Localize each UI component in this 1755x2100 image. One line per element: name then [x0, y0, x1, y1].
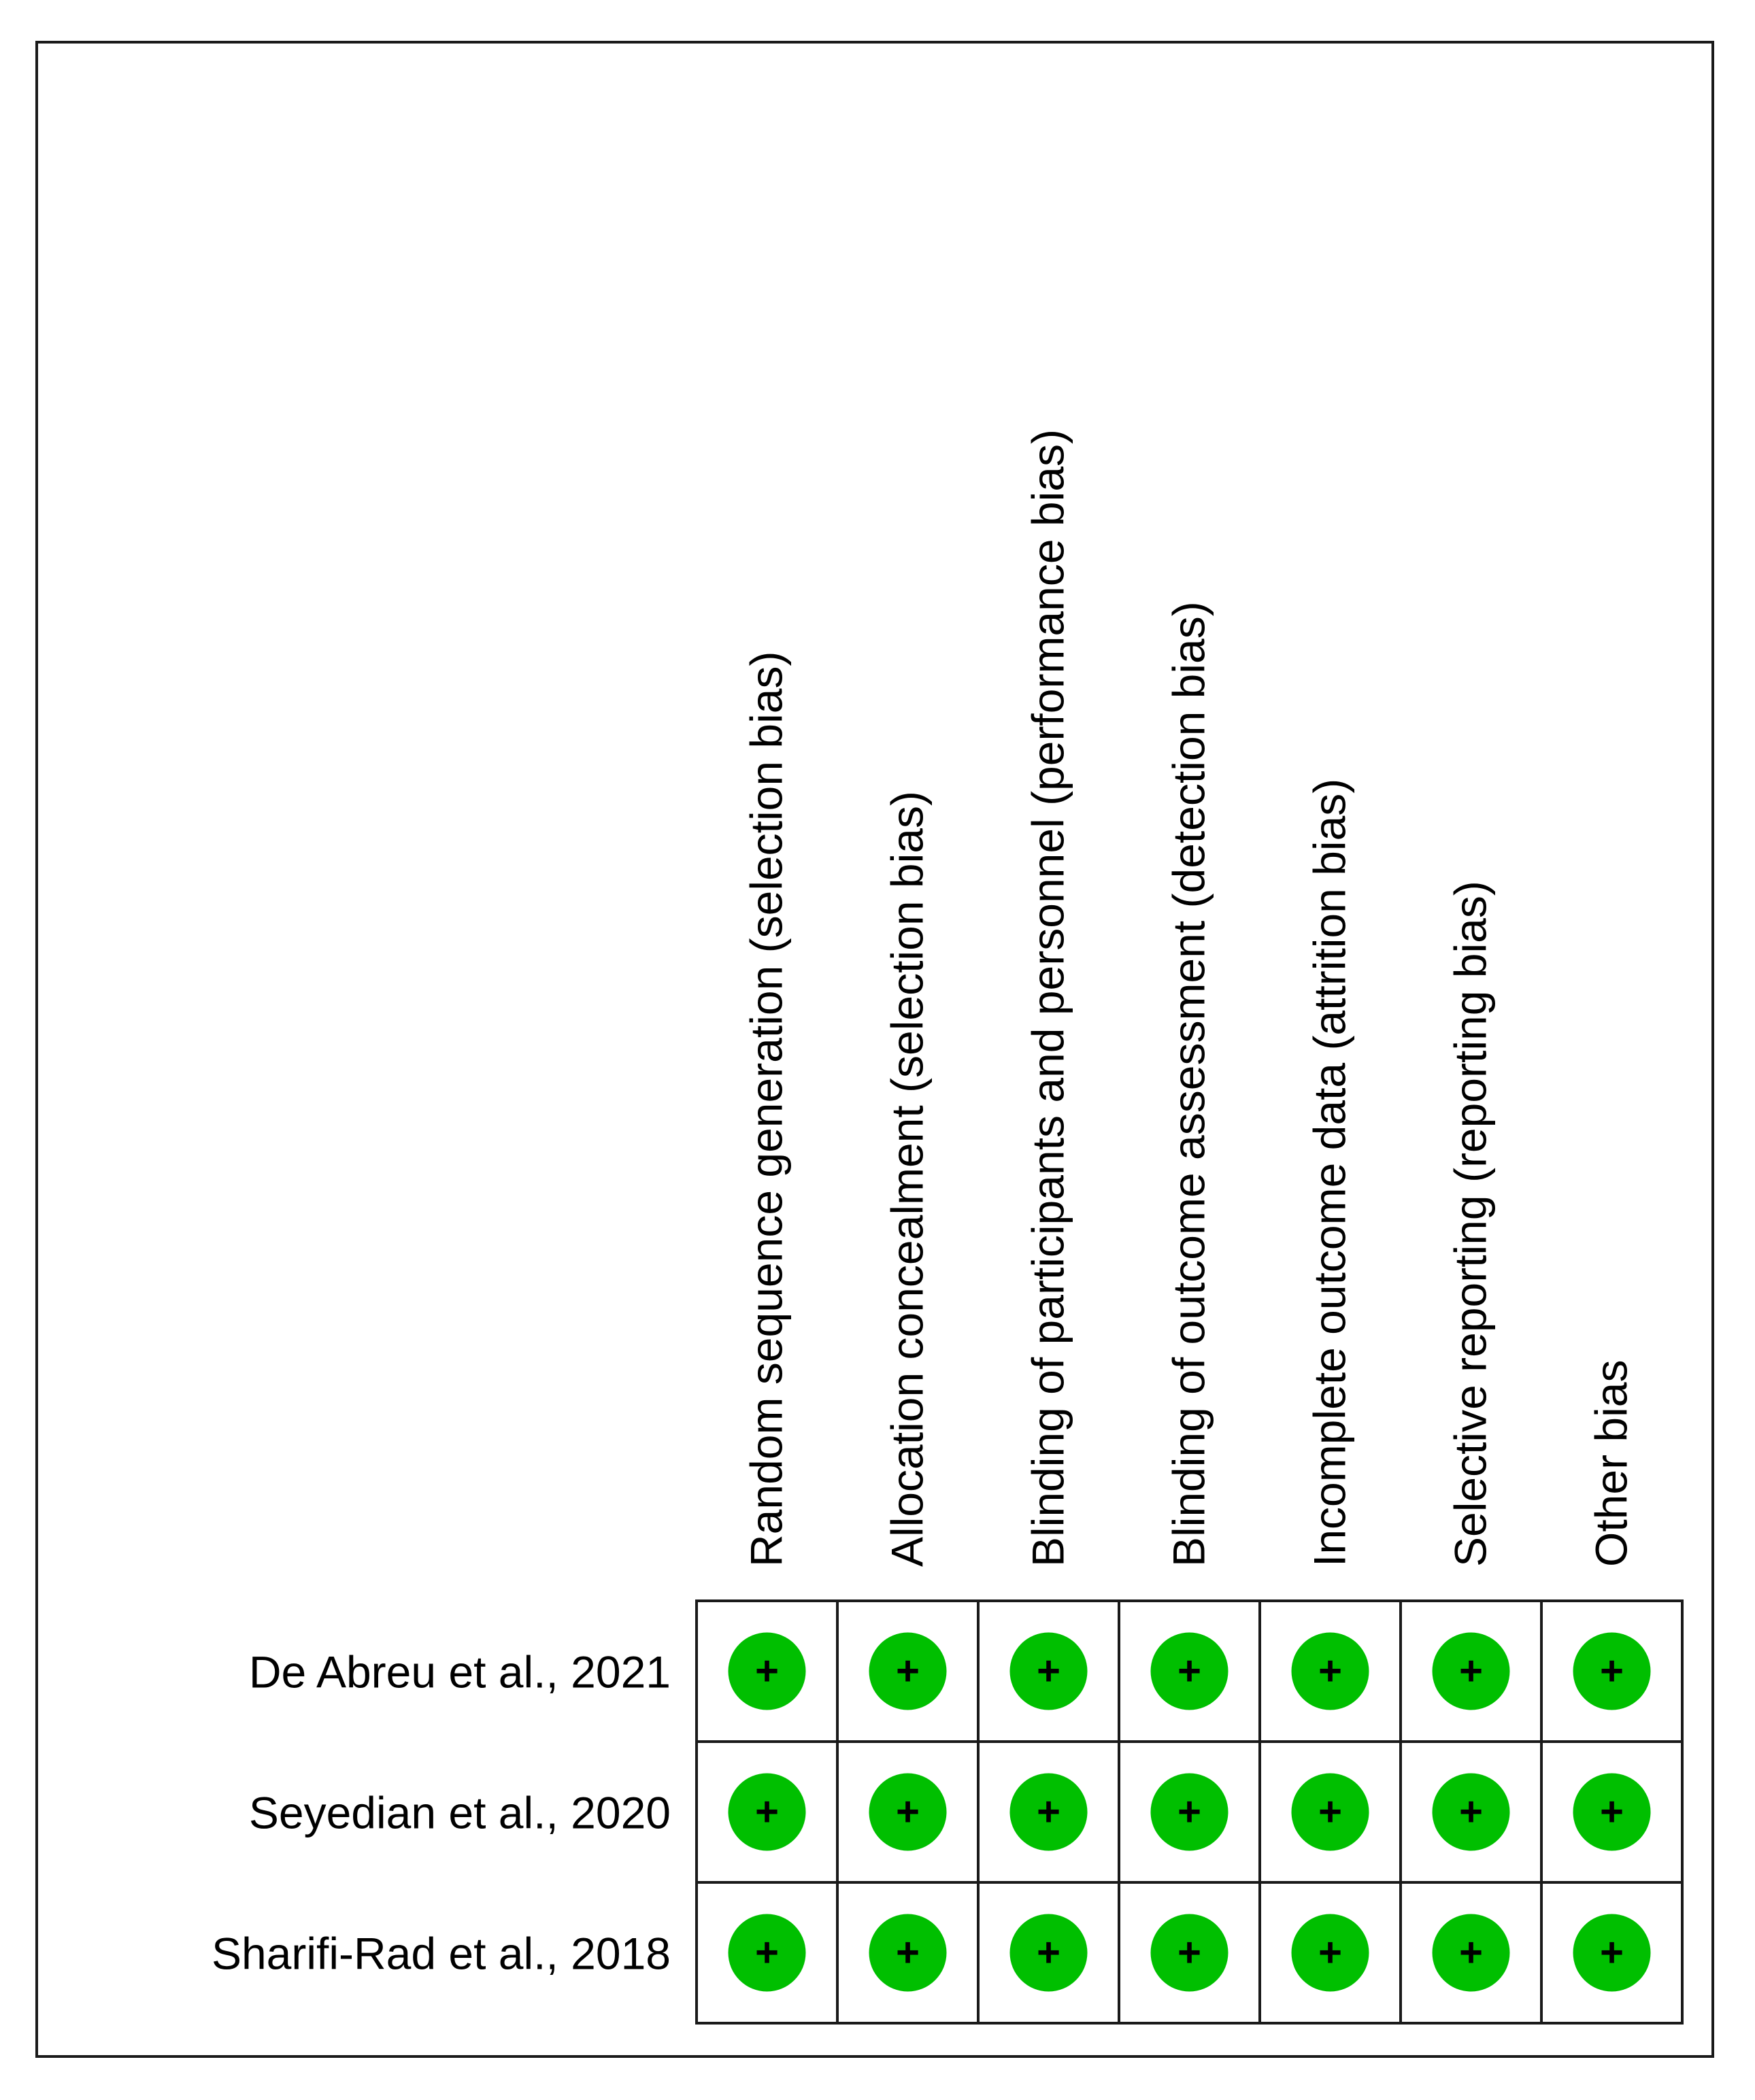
low-risk-mark: +	[728, 1773, 806, 1851]
low-risk-mark: +	[1291, 1773, 1369, 1851]
judgement-symbol: +	[755, 1789, 779, 1835]
column-label: Blinding of outcome assessment (detectio…	[1164, 601, 1214, 1567]
judgement-marks: + + + + + + + + + + + + + + + + + + + + +	[728, 1632, 1651, 1992]
column-label: Other bias	[1586, 1360, 1637, 1567]
study-label: Sharifi-Rad et al., 2018	[212, 1929, 671, 1979]
low-risk-circle	[1150, 1773, 1228, 1851]
low-risk-mark: +	[1432, 1914, 1510, 1992]
judgement-symbol: +	[1177, 1789, 1201, 1835]
judgement-grid	[695, 1599, 1684, 2025]
low-risk-circle	[1573, 1914, 1651, 1992]
low-risk-mark: +	[1291, 1914, 1369, 1992]
study-label: De Abreu et al., 2021	[249, 1647, 671, 1697]
low-risk-mark: +	[1432, 1773, 1510, 1851]
low-risk-mark: +	[1573, 1914, 1651, 1992]
low-risk-circle	[1573, 1773, 1651, 1851]
low-risk-circle	[1573, 1632, 1651, 1710]
low-risk-circle	[869, 1773, 947, 1851]
low-risk-mark: +	[1009, 1632, 1088, 1710]
judgement-symbol: +	[1037, 1648, 1060, 1694]
low-risk-circle	[728, 1632, 806, 1710]
low-risk-circle	[1009, 1773, 1088, 1851]
low-risk-mark: +	[869, 1773, 947, 1851]
row-labels: De Abreu et al., 2021 Seyedian et al., 20…	[212, 1647, 671, 1979]
low-risk-mark: +	[1150, 1773, 1228, 1851]
low-risk-mark: +	[1573, 1632, 1651, 1710]
column-label: Blinding of participants and personnel (…	[1023, 429, 1073, 1567]
judgement-symbol: +	[1459, 1789, 1483, 1835]
judgement-symbol: +	[1037, 1789, 1060, 1835]
low-risk-mark: +	[1150, 1632, 1228, 1710]
low-risk-circle	[1150, 1632, 1228, 1710]
risk-of-bias-summary: Random sequence generation (selection bi…	[212, 429, 1684, 2025]
judgement-symbol: +	[1600, 1789, 1624, 1835]
judgement-symbol: +	[1318, 1789, 1342, 1835]
low-risk-mark: +	[1150, 1914, 1228, 1992]
low-risk-circle	[1009, 1914, 1088, 1992]
low-risk-circle	[1150, 1914, 1228, 1992]
grid-border	[695, 1599, 1684, 2025]
low-risk-circle	[869, 1632, 947, 1710]
low-risk-mark: +	[869, 1632, 947, 1710]
judgement-symbol: +	[1318, 1648, 1342, 1694]
low-risk-mark: +	[1009, 1914, 1088, 1992]
column-labels: Random sequence generation (selection bi…	[741, 429, 1637, 1567]
low-risk-circle	[728, 1773, 806, 1851]
low-risk-circle	[1432, 1632, 1510, 1710]
judgement-symbol: +	[896, 1930, 920, 1976]
low-risk-mark: +	[869, 1914, 947, 1992]
column-label: Random sequence generation (selection bi…	[741, 651, 792, 1568]
judgement-symbol: +	[755, 1930, 779, 1976]
low-risk-circle	[1291, 1773, 1369, 1851]
low-risk-mark: +	[1573, 1773, 1651, 1851]
judgement-symbol: +	[1459, 1648, 1483, 1694]
low-risk-circle	[728, 1914, 806, 1992]
low-risk-mark: +	[1009, 1773, 1088, 1851]
judgement-symbol: +	[1318, 1930, 1342, 1976]
judgement-symbol: +	[1600, 1648, 1624, 1694]
judgement-symbol: +	[755, 1648, 779, 1694]
judgement-symbol: +	[1600, 1930, 1624, 1976]
judgement-symbol: +	[1177, 1930, 1201, 1976]
judgement-symbol: +	[1177, 1648, 1201, 1694]
low-risk-circle	[1432, 1773, 1510, 1851]
low-risk-circle	[1291, 1914, 1369, 1992]
low-risk-mark: +	[728, 1632, 806, 1710]
column-label: Incomplete outcome data (attrition bias)	[1305, 779, 1355, 1567]
judgement-symbol: +	[1459, 1930, 1483, 1976]
study-label: Seyedian et al., 2020	[249, 1788, 671, 1838]
low-risk-circle	[1432, 1914, 1510, 1992]
column-label: Allocation concealment (selection bias)	[882, 791, 933, 1567]
figure-frame: Random sequence generation (selection bi…	[35, 41, 1714, 2058]
low-risk-circle	[869, 1914, 947, 1992]
low-risk-circle	[1291, 1632, 1369, 1710]
judgement-symbol: +	[896, 1648, 920, 1694]
column-label: Selective reporting (reporting bias)	[1445, 881, 1496, 1567]
low-risk-circle	[1009, 1632, 1088, 1710]
low-risk-mark: +	[1432, 1632, 1510, 1710]
low-risk-mark: +	[1291, 1632, 1369, 1710]
judgement-symbol: +	[896, 1789, 920, 1835]
judgement-symbol: +	[1037, 1930, 1060, 1976]
low-risk-mark: +	[728, 1914, 806, 1992]
